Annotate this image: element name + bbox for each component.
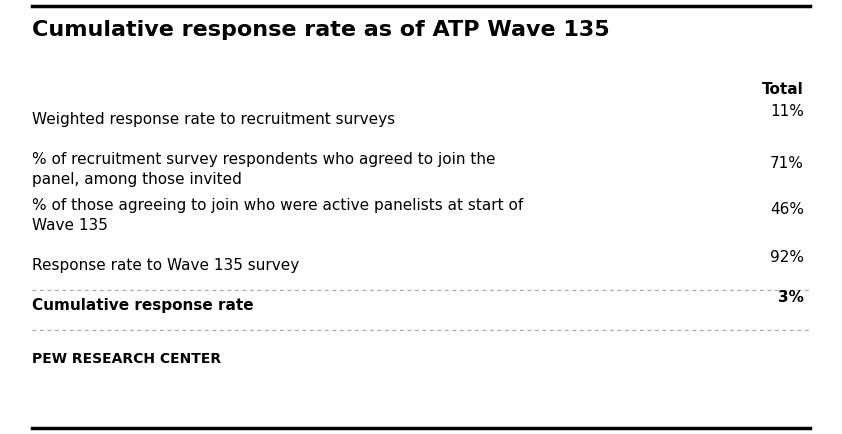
Text: Weighted response rate to recruitment surveys: Weighted response rate to recruitment su… (32, 112, 395, 127)
Text: Total: Total (762, 82, 804, 97)
Text: 3%: 3% (778, 290, 804, 306)
Text: 11%: 11% (770, 105, 804, 119)
Text: 46%: 46% (770, 201, 804, 217)
Text: Cumulative response rate: Cumulative response rate (32, 298, 253, 313)
Text: Response rate to Wave 135 survey: Response rate to Wave 135 survey (32, 258, 299, 273)
Text: Cumulative response rate as of ATP Wave 135: Cumulative response rate as of ATP Wave … (32, 20, 610, 40)
Text: PEW RESEARCH CENTER: PEW RESEARCH CENTER (32, 352, 221, 366)
Text: 92%: 92% (770, 250, 804, 266)
Text: 71%: 71% (770, 155, 804, 171)
Text: % of those agreeing to join who were active panelists at start of
Wave 135: % of those agreeing to join who were act… (32, 198, 523, 233)
Text: % of recruitment survey respondents who agreed to join the
panel, among those in: % of recruitment survey respondents who … (32, 152, 495, 187)
